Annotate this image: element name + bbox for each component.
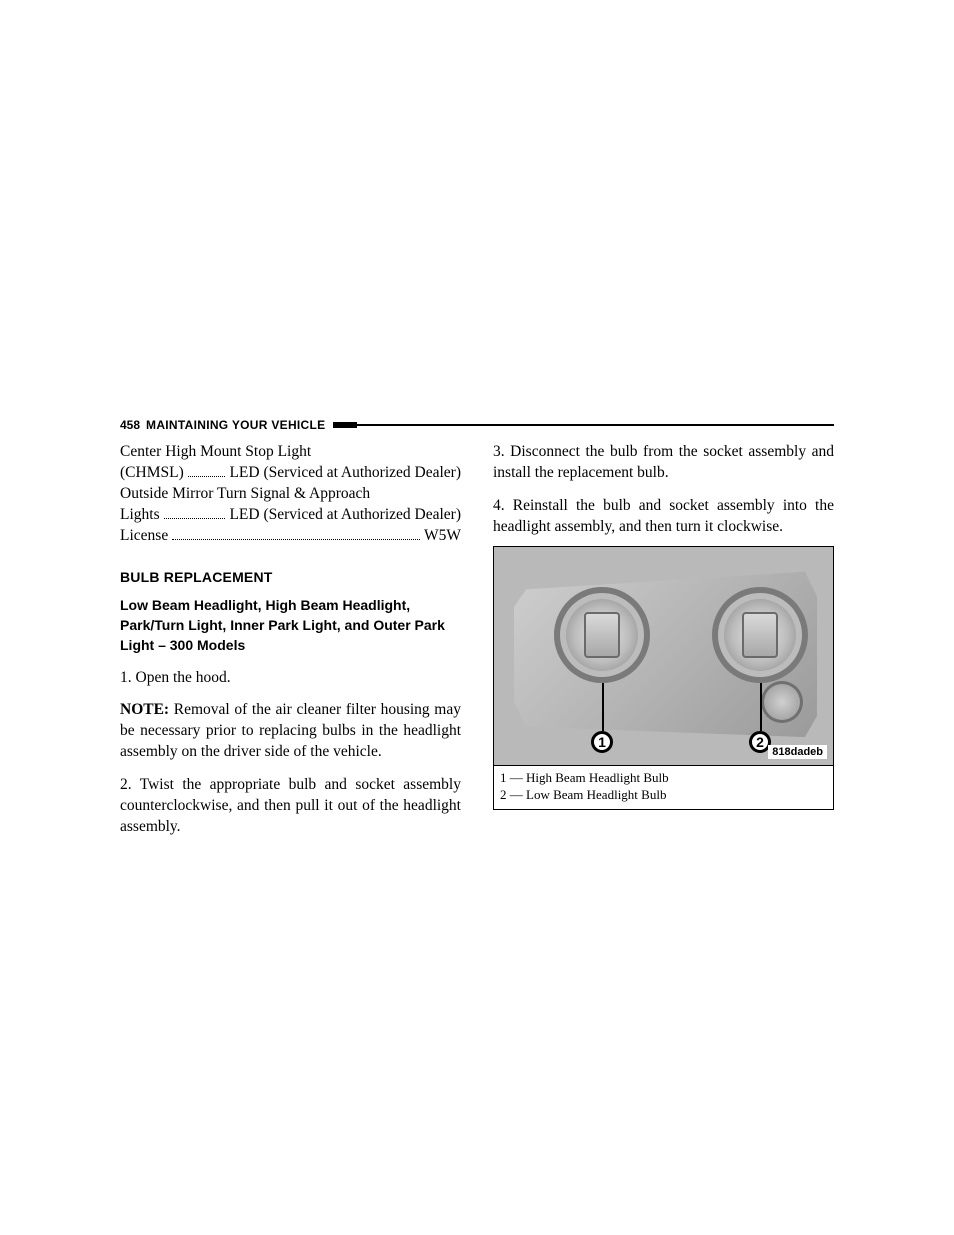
low-beam-lamp-shape [712, 587, 808, 683]
leader-dots [172, 529, 420, 540]
section-heading: BULB REPLACEMENT [120, 569, 461, 585]
callout-badge: 1 [591, 731, 613, 753]
bulb-value: LED (Serviced at Authorized Dealer) [229, 505, 461, 526]
leader-dots [188, 466, 226, 477]
callout-leader [602, 683, 604, 731]
bulb-label: License [120, 526, 168, 547]
step-text: 2. Twist the appropriate bulb and socket… [120, 775, 461, 838]
figure: 1 2 818dadeb 1 — High Beam Headlight Bul… [493, 546, 834, 811]
step-text: 1. Open the hood. [120, 668, 461, 689]
legend-row: 1 — High Beam Headlight Bulb [500, 770, 827, 787]
list-item: License W5W [120, 526, 461, 547]
bulb-socket-shape [742, 612, 778, 658]
note-paragraph: NOTE: Removal of the air cleaner filter … [120, 700, 461, 763]
aux-lamp-shape [761, 681, 803, 723]
chapter-title: MAINTAINING YOUR VEHICLE [146, 418, 325, 432]
list-item: Outside Mirror Turn Signal & Approach Li… [120, 484, 461, 526]
list-item: Center High Mount Stop Light (CHMSL) LED… [120, 442, 461, 484]
bulb-label-cont: (CHMSL) [120, 463, 184, 484]
image-code: 818dadeb [768, 745, 827, 759]
bulb-spec-list: Center High Mount Stop Light (CHMSL) LED… [120, 442, 461, 547]
bulb-socket-shape [584, 612, 620, 658]
bulb-label-cont: Lights [120, 505, 160, 526]
page-number: 458 [120, 418, 140, 432]
step-text: 4. Reinstall the bulb and socket assembl… [493, 496, 834, 538]
bulb-value: LED (Serviced at Authorized Dealer) [229, 463, 461, 484]
callout-leader [760, 683, 762, 731]
manual-page: 458 MAINTAINING YOUR VEHICLE Center High… [0, 0, 954, 1235]
header-rule [357, 424, 834, 426]
note-label: NOTE: [120, 701, 169, 718]
figure-legend: 1 — High Beam Headlight Bulb 2 — Low Bea… [494, 765, 833, 810]
note-body: Removal of the air cleaner filter housin… [120, 701, 461, 760]
legend-row: 2 — Low Beam Headlight Bulb [500, 787, 827, 804]
right-column: 3. Disconnect the bulb from the socket a… [493, 442, 834, 850]
bulb-label: Outside Mirror Turn Signal & Approach [120, 484, 370, 505]
page-header: 458 MAINTAINING YOUR VEHICLE [120, 418, 834, 432]
step-text: 3. Disconnect the bulb from the socket a… [493, 442, 834, 484]
leader-dots [164, 508, 226, 519]
headlight-diagram: 1 2 818dadeb [494, 547, 833, 765]
bulb-label: Center High Mount Stop Light [120, 442, 311, 463]
high-beam-lamp-shape [554, 587, 650, 683]
bulb-value: W5W [424, 526, 461, 547]
left-column: Center High Mount Stop Light (CHMSL) LED… [120, 442, 461, 850]
subsection-heading: Low Beam Headlight, High Beam Headlight,… [120, 595, 461, 656]
two-column-layout: Center High Mount Stop Light (CHMSL) LED… [120, 442, 834, 850]
figure-frame: 1 2 818dadeb 1 — High Beam Headlight Bul… [493, 546, 834, 811]
header-rule-thick [333, 422, 357, 428]
